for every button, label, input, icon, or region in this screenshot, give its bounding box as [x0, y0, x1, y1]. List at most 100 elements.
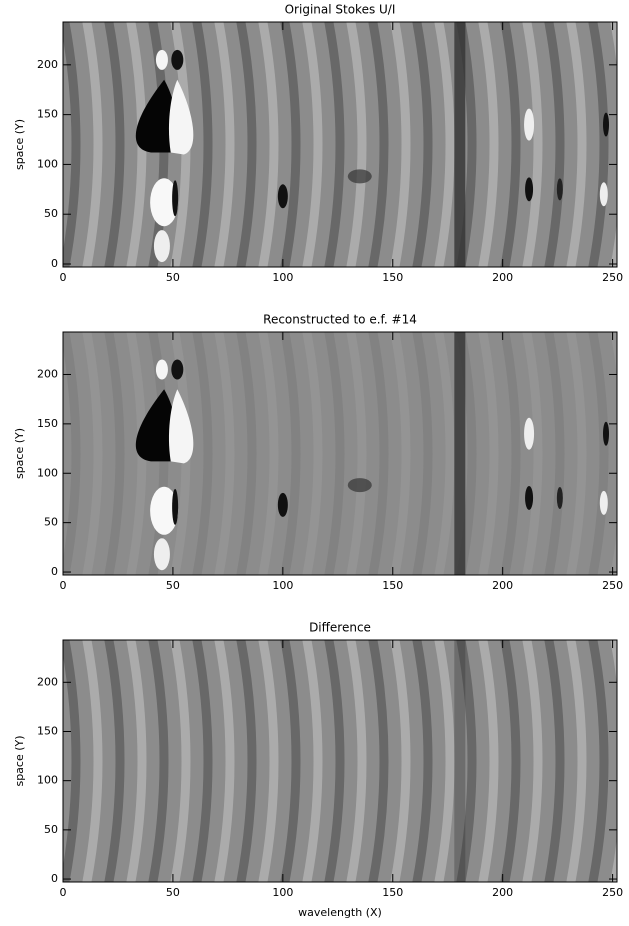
- fringe: [63, 332, 81, 575]
- fringe: [412, 640, 433, 882]
- plot-frame: [62, 331, 618, 576]
- x-tick-label: 250: [602, 886, 623, 899]
- fringe: [478, 640, 499, 882]
- fringe: [214, 22, 235, 267]
- feature: [524, 108, 535, 141]
- fringe: [368, 640, 389, 882]
- fringe: [500, 640, 521, 882]
- fringe: [478, 332, 499, 575]
- fringe: [390, 22, 411, 267]
- fringe: [566, 22, 587, 267]
- fringe: [500, 332, 521, 575]
- fringe: [104, 640, 125, 882]
- y-tick-label: 100: [37, 466, 58, 479]
- y-tick-label: 50: [44, 516, 58, 529]
- x-tick-label: 150: [382, 271, 403, 284]
- fringe: [192, 640, 213, 882]
- feature: [168, 79, 194, 155]
- feature: [556, 486, 563, 509]
- y-tick-label: 150: [37, 724, 58, 737]
- fringe: [544, 22, 565, 267]
- fringe: [434, 22, 455, 267]
- feature: [153, 538, 170, 571]
- fringe: [192, 332, 213, 575]
- image-background: [63, 640, 617, 882]
- x-tick-label: 200: [492, 579, 513, 592]
- feature: [525, 485, 534, 510]
- feature: [172, 180, 179, 217]
- fringe: [258, 22, 279, 267]
- fringe: [478, 22, 499, 267]
- fringe: [522, 332, 543, 575]
- fringe: [258, 332, 279, 575]
- y-tick-label: 0: [51, 872, 58, 885]
- y-tick-label: 150: [37, 108, 58, 121]
- fringe: [82, 640, 103, 882]
- feature: [155, 359, 168, 380]
- fringe: [280, 22, 301, 267]
- fringe: [390, 332, 411, 575]
- fringe: [236, 22, 257, 267]
- x-tick-label: 0: [60, 579, 67, 592]
- fringe: [63, 22, 81, 267]
- feature: [171, 49, 184, 70]
- feature: [347, 169, 372, 184]
- x-tick-label: 50: [166, 271, 180, 284]
- fringe: [324, 332, 345, 575]
- x-tick-label: 150: [382, 579, 403, 592]
- y-axis-label: space (Y): [13, 428, 26, 479]
- y-tick-label: 200: [37, 367, 58, 380]
- fringe: [302, 640, 323, 882]
- fringe: [346, 640, 367, 882]
- line-feature: [454, 22, 466, 267]
- x-tick-label: 100: [272, 886, 293, 899]
- panel: Difference space (Y) wavelength (X) 0 50 100 1…: [13, 621, 623, 920]
- feature: [525, 177, 534, 202]
- y-tick-label: 100: [37, 157, 58, 170]
- fringe: [522, 22, 543, 267]
- fringe: [214, 332, 235, 575]
- feature: [153, 230, 170, 263]
- line-feature: [454, 640, 466, 882]
- fringe: [126, 640, 147, 882]
- fringe: [104, 332, 125, 575]
- plot-frame: [62, 21, 618, 268]
- fringe: [148, 640, 169, 882]
- y-tick-label: 150: [37, 417, 58, 430]
- fringe: [41, 322, 54, 585]
- fringe: [82, 22, 103, 267]
- feature: [150, 486, 179, 535]
- feature: [603, 112, 610, 137]
- fringe: [302, 22, 323, 267]
- fringe: [412, 22, 433, 267]
- fringe: [236, 640, 257, 882]
- y-tick-label: 50: [44, 823, 58, 836]
- feature: [347, 478, 372, 493]
- fringe: [63, 640, 81, 882]
- fringe: [434, 640, 455, 882]
- x-tick-label: 0: [60, 271, 67, 284]
- feature: [277, 492, 288, 517]
- fringe: [346, 22, 367, 267]
- fringe: [302, 332, 323, 575]
- fringe: [588, 332, 609, 575]
- fringe: [588, 22, 609, 267]
- fringe: [434, 332, 455, 575]
- x-tick-label: 250: [602, 579, 623, 592]
- feature: [603, 421, 610, 446]
- x-tick-label: 100: [272, 579, 293, 592]
- image: [63, 640, 617, 882]
- y-tick-label: 50: [44, 207, 58, 220]
- panel: Original Stokes U/I space (Y) 0 50 100 150 200…: [13, 3, 623, 285]
- fringe: [368, 332, 389, 575]
- feature: [524, 417, 535, 450]
- y-tick-label: 200: [37, 58, 58, 71]
- fringe: [104, 22, 125, 267]
- x-tick-label: 50: [166, 579, 180, 592]
- y-tick-label: 0: [51, 565, 58, 578]
- fringe: [258, 640, 279, 882]
- fringe: [544, 332, 565, 575]
- feature: [172, 488, 179, 525]
- fringe: [368, 22, 389, 267]
- fringe: [280, 640, 301, 882]
